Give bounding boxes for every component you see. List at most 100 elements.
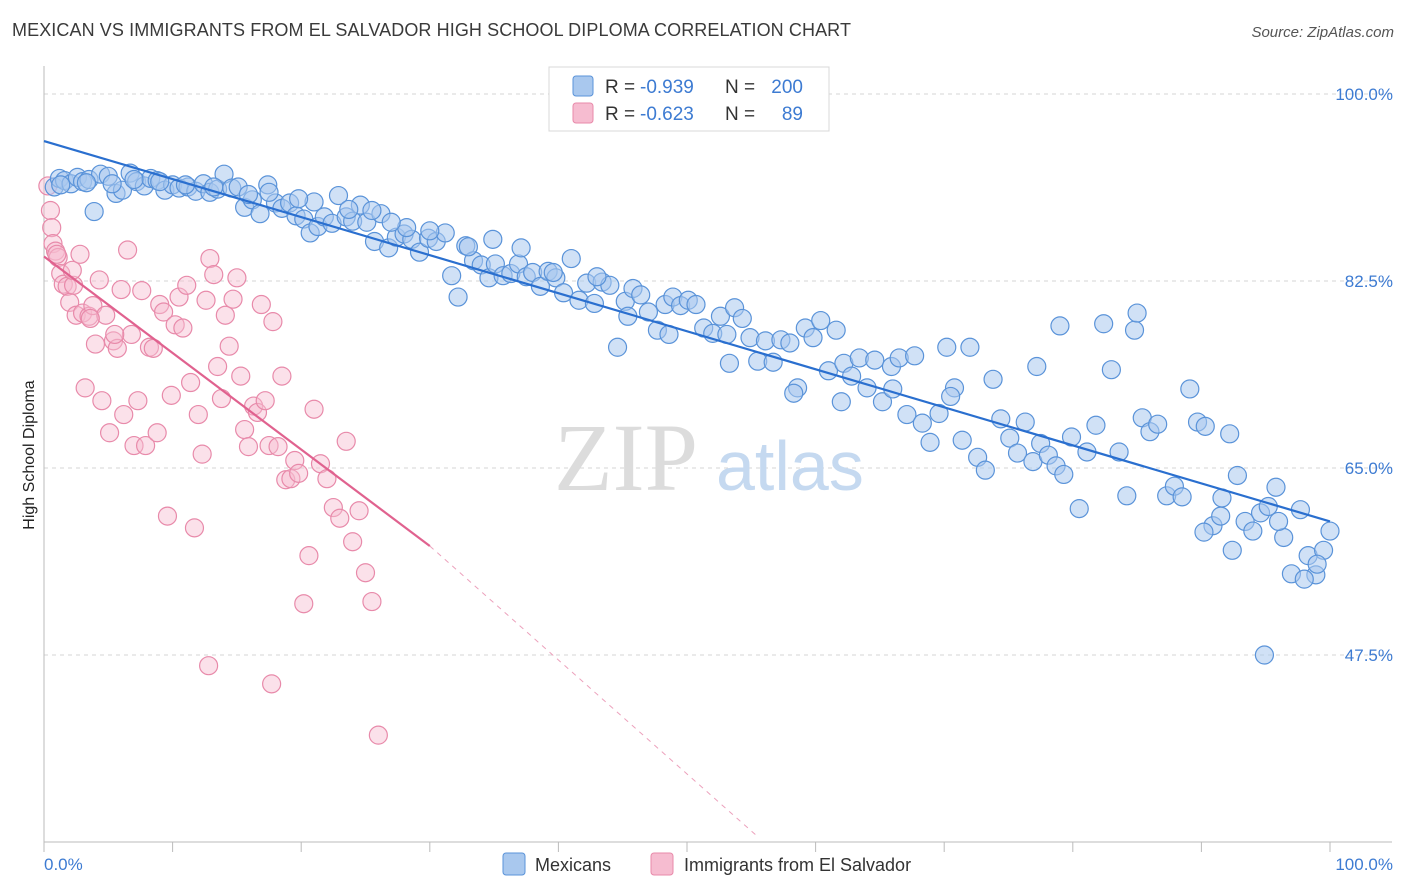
blue-point-78: [607, 337, 628, 357]
blue-point-56: [442, 266, 462, 286]
blue-point-182: [831, 392, 851, 412]
y-tick-label-2: 65.0%: [1345, 459, 1393, 478]
series-legend: Mexicans Immigrants from El Salvador: [502, 852, 911, 876]
axes: [43, 66, 1392, 852]
blue-point-188: [543, 262, 563, 283]
blue-point-191: [458, 237, 478, 257]
pink-point-44: [184, 518, 205, 538]
blue-point-173: [1222, 540, 1242, 560]
blue-point-170: [1254, 645, 1275, 665]
pink-point-89: [262, 674, 282, 694]
legend-n-label-1: N =: [725, 77, 755, 98]
pink-point-83: [368, 725, 388, 745]
pink-point-17: [85, 334, 106, 354]
y-tick-label-0: 100.0%: [1335, 85, 1393, 104]
trend-line-el-salvador-extension: [429, 545, 759, 838]
blue-point-120: [937, 337, 957, 357]
blue-point-140: [1094, 314, 1114, 334]
pink-point-42: [177, 275, 197, 295]
pink-point-58: [238, 437, 259, 457]
watermark-atlas: atlas: [716, 427, 864, 505]
pink-point-48: [200, 248, 220, 269]
pink-point-79: [343, 532, 363, 552]
blue-point-144: [1124, 320, 1145, 340]
blue-point-118: [920, 432, 940, 452]
blue-point-205: [102, 174, 122, 194]
pink-point-49: [204, 265, 224, 285]
pink-point-81: [355, 563, 376, 583]
series-legend-el-salvador: Immigrants from El Salvador: [684, 855, 911, 875]
blue-point-157: [1227, 465, 1248, 486]
blue-point-195: [362, 200, 382, 221]
pink-point-41: [173, 318, 193, 338]
pink-point-46: [192, 444, 212, 464]
pink-point-77: [330, 508, 350, 528]
pink-point-40: [169, 287, 189, 307]
watermark: ZIP atlas: [554, 404, 864, 511]
blue-point-126: [983, 369, 1003, 389]
pink-point-70: [289, 463, 309, 483]
blue-point-135: [1054, 464, 1074, 485]
blue-point-199: [259, 182, 279, 202]
blue-point-91: [710, 306, 731, 326]
blue-point-175: [1294, 569, 1314, 589]
blue-point-81: [631, 285, 651, 305]
trend-line-mexicans: [43, 139, 1331, 523]
pink-point-69: [285, 450, 305, 471]
pink-point-65: [268, 437, 288, 457]
pink-point-84: [47, 244, 67, 264]
blue-point-174: [1268, 511, 1289, 532]
blue-point-41: [328, 185, 349, 206]
watermark-zip: ZIP: [554, 404, 698, 511]
pink-point-21: [99, 423, 120, 443]
y-tick-labels: 100.0% 82.5% 65.0% 47.5%: [1335, 85, 1393, 665]
blue-point-207: [51, 175, 71, 195]
blue-point-177: [1127, 303, 1147, 323]
x-tick-label-0: 0.0%: [44, 855, 83, 874]
legend-r-value-1: -0.939: [640, 77, 694, 98]
pink-point-54: [223, 289, 243, 309]
pink-point-80: [349, 501, 369, 521]
blue-point-184: [719, 353, 740, 373]
pink-point-73: [304, 399, 324, 419]
blue-point-142: [1109, 442, 1129, 462]
blue-point-151: [1180, 379, 1200, 399]
legend-n-value-2: 89: [782, 104, 803, 125]
blue-point-192: [420, 221, 440, 241]
blue-point-153: [1195, 416, 1215, 436]
pink-point-19: [92, 391, 112, 411]
pink-point-53: [219, 336, 239, 356]
legend-r-value-2: -0.623: [640, 104, 694, 125]
pink-point-29: [128, 391, 148, 411]
pink-point-52: [215, 305, 235, 325]
blue-point-190: [483, 229, 503, 249]
blue-point-179: [1027, 356, 1047, 377]
blue-point-171: [1211, 506, 1231, 526]
y-tick-label-3: 47.5%: [1345, 646, 1393, 665]
blue-point-169: [1320, 521, 1340, 541]
blue-series: [44, 163, 1340, 665]
pink-point-14: [75, 378, 95, 398]
pink-point-86: [80, 308, 100, 329]
blue-point-125: [975, 460, 995, 480]
pink-point-25: [114, 404, 134, 425]
blue-point-162: [1266, 477, 1286, 497]
blue-point-189: [511, 238, 531, 258]
pink-point-18: [89, 270, 109, 290]
pink-point-56: [231, 366, 251, 386]
series-legend-mexicans: Mexicans: [535, 855, 611, 875]
pink-point-34: [147, 423, 167, 443]
pink-point-24: [111, 279, 131, 300]
blue-point-141: [1101, 360, 1121, 380]
blue-point-88: [686, 294, 706, 315]
blue-point-119: [929, 403, 949, 424]
pink-point-36: [153, 302, 174, 322]
pink-point-31: [135, 435, 156, 456]
y-axis-label: High School Diploma: [21, 380, 38, 530]
blue-point-116: [905, 346, 925, 366]
pink-point-37: [157, 506, 178, 526]
blue-point-117: [912, 413, 932, 433]
pink-point-50: [208, 356, 228, 377]
pink-point-88: [199, 656, 219, 676]
pink-point-60: [247, 402, 268, 423]
